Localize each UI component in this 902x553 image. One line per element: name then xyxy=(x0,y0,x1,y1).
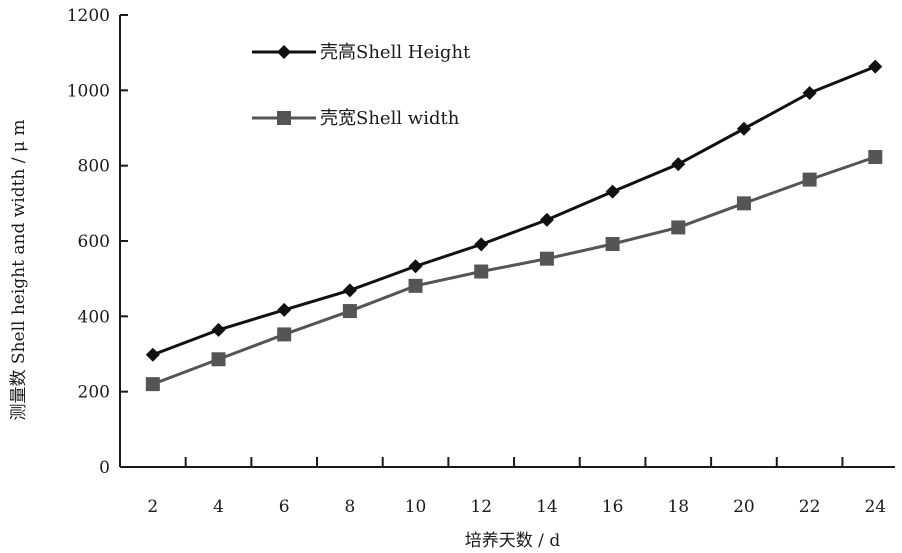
data-point xyxy=(211,352,226,367)
data-point xyxy=(342,304,357,319)
x-tick-label: 10 xyxy=(405,497,427,517)
legend: 壳高Shell Height 壳宽Shell width xyxy=(252,42,471,129)
legend-marker xyxy=(277,45,291,59)
data-point xyxy=(277,302,292,317)
x-axis-title: 培养天数 / d xyxy=(465,531,561,551)
y-tick-label: 1000 xyxy=(67,81,110,101)
legend-label: 壳宽Shell width xyxy=(320,108,460,129)
x-tick-label: 14 xyxy=(536,497,558,517)
data-point xyxy=(868,150,883,165)
axes xyxy=(119,15,895,468)
legend-marker xyxy=(277,111,291,125)
data-point xyxy=(802,85,817,100)
data-point xyxy=(474,264,489,279)
y-tick-label: 0 xyxy=(99,458,110,478)
data-point xyxy=(277,327,292,342)
data-point xyxy=(868,59,883,74)
x-tick-label: 2 xyxy=(147,497,158,517)
data-point xyxy=(342,283,357,298)
series-2 xyxy=(145,150,883,392)
x-tick-label: 20 xyxy=(733,497,755,517)
y-tick-label: 200 xyxy=(78,383,110,403)
y-tick-label: 1200 xyxy=(67,6,110,26)
y-ticks: 0 200 400 600 800 1000 1200 xyxy=(67,6,128,478)
x-tick-label: 6 xyxy=(279,497,290,517)
data-point xyxy=(211,322,226,337)
y-axis-title: 测量数 Shell height and width / μ m xyxy=(9,120,29,421)
data-point xyxy=(474,237,489,252)
y-tick-label: 400 xyxy=(78,307,110,327)
legend-item-1: 壳高Shell Height xyxy=(252,42,471,63)
x-tick-label: 18 xyxy=(667,497,689,517)
x-tick-label: 22 xyxy=(799,497,821,517)
series-1 xyxy=(145,59,883,362)
data-point xyxy=(539,212,554,227)
y-tick-label: 800 xyxy=(78,157,110,177)
data-point xyxy=(736,121,751,136)
series-layer xyxy=(145,59,883,392)
series-line xyxy=(152,65,876,357)
data-point xyxy=(145,347,160,362)
legend-label: 壳高Shell Height xyxy=(320,42,471,63)
data-point xyxy=(539,251,554,266)
data-point xyxy=(736,196,751,211)
data-point xyxy=(408,259,423,274)
x-ticks: 2 4 6 8 10 12 14 16 18 20 22 24 xyxy=(147,457,886,517)
data-point xyxy=(145,377,160,392)
x-tick-label: 16 xyxy=(602,497,624,517)
legend-item-2: 壳宽Shell width xyxy=(252,108,460,129)
data-point xyxy=(605,237,620,252)
data-point xyxy=(408,278,423,293)
data-point xyxy=(802,172,817,187)
x-tick-label: 12 xyxy=(470,497,492,517)
data-point xyxy=(671,220,686,235)
data-point xyxy=(671,157,686,172)
data-point xyxy=(605,184,620,199)
y-tick-label: 600 xyxy=(78,232,110,252)
x-tick-label: 8 xyxy=(344,497,355,517)
x-tick-label: 24 xyxy=(864,497,886,517)
series-line xyxy=(152,155,876,386)
x-tick-label: 4 xyxy=(213,497,224,517)
